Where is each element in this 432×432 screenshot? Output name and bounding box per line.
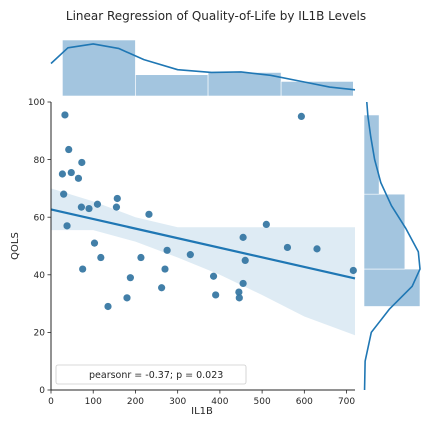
scatter-point	[63, 222, 71, 230]
scatter-point	[313, 245, 321, 253]
scatter-point	[93, 200, 102, 208]
y-tick-label: 100	[28, 98, 45, 108]
marginal-x-bar	[62, 39, 136, 97]
scatter-point	[61, 111, 69, 119]
y-tick-label: 60	[34, 213, 46, 223]
x-axis-label: IL1B	[191, 406, 213, 417]
y-tick-label: 0	[39, 386, 45, 396]
legend-box	[55, 364, 247, 385]
marginal-y-kde	[363, 101, 421, 391]
x-tick-label: 600	[296, 397, 313, 407]
scatter-point	[126, 274, 134, 282]
scatter-point	[67, 168, 75, 177]
scatter-point	[123, 294, 131, 302]
scatter-point	[349, 266, 357, 275]
chart-title: Linear Regression of Quality-of-Life by …	[66, 9, 366, 23]
scatter-point	[239, 233, 247, 241]
scatter-point	[235, 294, 243, 302]
y-tick-label: 80	[34, 156, 46, 166]
scatter-point	[65, 145, 73, 154]
scatter-point	[158, 284, 166, 292]
confidence-band	[51, 188, 355, 336]
scatter-point	[235, 288, 243, 296]
scatter-point	[145, 210, 153, 218]
scatter-point	[163, 246, 171, 254]
scatter-point	[209, 272, 218, 280]
marginal-x-kde	[50, 43, 356, 91]
scatter-point	[58, 170, 66, 178]
regression-line-layer	[50, 208, 356, 280]
scatter-point	[85, 204, 93, 213]
confidence-band-layer	[51, 188, 355, 336]
scatter-point	[113, 194, 121, 203]
scatter-point	[79, 265, 87, 273]
scatter-point	[112, 203, 121, 211]
main-plot: 0 100 200 300 400 500 600 700 0 20 40 60 80 100	[28, 98, 357, 407]
scatter-point	[60, 190, 68, 198]
scatter-points	[58, 111, 357, 311]
marginal-x-bar	[280, 81, 354, 97]
scatter-point	[239, 279, 247, 288]
x-tick-label: 200	[127, 397, 144, 407]
y-ticks: 0 20 40 60 80 100	[28, 98, 51, 396]
x-tick-label: 700	[338, 397, 355, 407]
marginal-y-distribution	[363, 101, 421, 391]
scatter-point	[104, 302, 112, 311]
scatter-point	[161, 265, 169, 273]
scatter-point	[90, 239, 99, 247]
scatter-point	[137, 253, 145, 262]
x-ticks: 0 100 200 300 400 500 600 700	[48, 390, 355, 407]
scatter-point	[283, 243, 292, 252]
marginal-x-distribution	[50, 39, 356, 97]
marginal-x-bar	[135, 74, 209, 97]
scatter-point	[77, 203, 85, 211]
x-tick-label: 0	[48, 397, 54, 407]
marginal-y-bar	[363, 114, 380, 195]
scatter-point	[74, 174, 83, 182]
legend-text: pearsonr = -0.37; p = 0.023	[89, 370, 223, 381]
y-tick-label: 40	[34, 271, 46, 281]
scatter-point	[241, 256, 249, 264]
x-tick-label: 300	[169, 397, 186, 407]
marginal-y-bar	[363, 193, 406, 270]
scatter-point	[297, 112, 305, 120]
scatter-point	[97, 253, 105, 262]
y-tick-label: 20	[34, 329, 46, 339]
scatter-point	[212, 291, 220, 299]
x-tick-label: 500	[254, 397, 271, 407]
scatter-point	[186, 251, 194, 259]
x-tick-label: 400	[211, 397, 228, 407]
x-tick-label: 100	[85, 397, 102, 407]
y-axis-label: QOLS	[10, 232, 21, 260]
legend: pearsonr = -0.37; p = 0.023	[55, 364, 247, 385]
regression-line	[50, 208, 356, 280]
scatter-point	[262, 220, 270, 228]
scatter-point	[78, 158, 86, 167]
